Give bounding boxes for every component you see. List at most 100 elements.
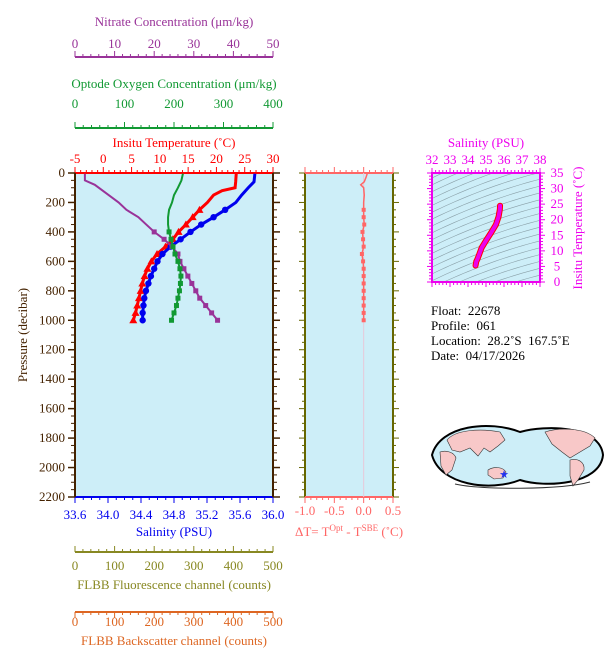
fluorescence-axis-tick-label: 100 bbox=[105, 558, 125, 573]
temperature-marker bbox=[134, 294, 143, 302]
ts-density-contour bbox=[432, 192, 540, 234]
pressure-axis-tick-label: 400 bbox=[46, 224, 66, 239]
salinity-marker bbox=[154, 258, 161, 265]
temperature-axis-tick-label: 0 bbox=[100, 151, 107, 166]
salinity-axis-tick-label: 33.6 bbox=[64, 507, 87, 522]
temperature-marker bbox=[143, 264, 152, 272]
fluorescence-axis-title: FLBB Fluorescence channel (counts) bbox=[77, 577, 271, 592]
delta-t-marker bbox=[361, 259, 366, 264]
ts-density-contour bbox=[432, 240, 540, 282]
ts-y-tick-label: 20 bbox=[551, 212, 564, 227]
delta-t-marker bbox=[361, 207, 366, 212]
salinity-marker bbox=[145, 280, 152, 287]
salinity-marker bbox=[187, 228, 194, 236]
salinity-marker bbox=[141, 294, 148, 302]
delta-t-tick-label: -1.0 bbox=[295, 503, 316, 518]
backscatter-axis-title: FLBB Backscatter channel (counts) bbox=[81, 633, 267, 648]
fluorescence-axis-tick-label: 400 bbox=[224, 558, 244, 573]
temperature-marker bbox=[188, 213, 197, 221]
salinity-axis-tick-label: 34.0 bbox=[97, 507, 120, 522]
ts-x-tick-label: 36 bbox=[498, 152, 512, 167]
fluorescence-axis-tick-label: 500 bbox=[263, 558, 283, 573]
ts-density-contour bbox=[432, 178, 540, 220]
temperature-marker bbox=[138, 279, 147, 287]
ts-y-tick-label: 25 bbox=[551, 196, 564, 211]
salinity-marker bbox=[177, 236, 184, 243]
nitrate-axis-tick-label: 20 bbox=[148, 36, 161, 51]
nitrate-axis-title: Nitrate Concentration (μm/kg) bbox=[95, 14, 254, 29]
delta-t-title-part: Opt bbox=[330, 523, 344, 533]
temperature-marker bbox=[195, 205, 204, 213]
delta-t-axis-title: ΔT= TOpt - TSBE (˚C) bbox=[295, 523, 403, 539]
oxygen-marker bbox=[171, 310, 177, 316]
salinity-axis-tick-label: 34.8 bbox=[163, 507, 186, 522]
map-land-australia bbox=[487, 467, 507, 480]
temperature-axis-tick-label: 30 bbox=[267, 151, 280, 166]
float-location-star-icon: ★ bbox=[499, 469, 509, 481]
delta-t-marker bbox=[361, 215, 366, 220]
delta-t-plot-area bbox=[305, 173, 393, 497]
oxygen-marker bbox=[175, 258, 181, 264]
nitrate-marker bbox=[193, 288, 199, 294]
ts-density-contour bbox=[432, 90, 540, 130]
fluorescence-axis-tick-label: 0 bbox=[72, 558, 79, 573]
nitrate-axis-tick-label: 40 bbox=[227, 36, 240, 51]
nitrate-marker bbox=[181, 266, 187, 272]
temperature-marker bbox=[153, 250, 162, 257]
oxygen-marker bbox=[173, 303, 179, 309]
delta-t-marker bbox=[361, 281, 366, 286]
ts-y-axis-title: Insitu Temperature (˚C) bbox=[570, 166, 585, 289]
ts-x-tick-label: 34 bbox=[462, 152, 476, 167]
nitrate-axis-tick-label: 30 bbox=[187, 36, 200, 51]
ts-density-contour bbox=[432, 185, 540, 227]
float-info: Float: 22678 Profile: 061 Location: 28.2… bbox=[431, 303, 570, 363]
ts-density-contour bbox=[432, 97, 540, 137]
delta-t-marker bbox=[359, 252, 364, 256]
pressure-axis-tick-label: 1000 bbox=[39, 312, 65, 327]
ts-y-tick-label: 10 bbox=[551, 243, 564, 258]
temperature-marker bbox=[129, 316, 138, 324]
salinity-marker bbox=[151, 265, 158, 272]
delta-t-marker bbox=[361, 303, 366, 308]
salinity-marker bbox=[140, 302, 147, 309]
oxygen-marker bbox=[177, 280, 183, 286]
oxygen-marker bbox=[175, 295, 181, 301]
ts-x-tick-label: 37 bbox=[516, 152, 530, 167]
backscatter-axis-tick-label: 300 bbox=[184, 614, 204, 629]
profile-plot-area bbox=[75, 173, 273, 497]
pressure-axis-tick-label: 1600 bbox=[39, 401, 65, 416]
salinity-marker bbox=[210, 213, 217, 221]
delta-t-tick-label: 0.5 bbox=[385, 503, 401, 518]
salinity-marker bbox=[147, 272, 155, 280]
ts-x-axis-title: Salinity (PSU) bbox=[448, 135, 524, 150]
salinity-marker bbox=[139, 309, 146, 317]
ts-x-tick-label: 33 bbox=[444, 152, 457, 167]
oxygen-marker bbox=[170, 244, 176, 250]
nitrate-marker bbox=[175, 251, 181, 257]
oxygen-marker bbox=[166, 229, 172, 235]
delta-t-marker bbox=[361, 318, 366, 323]
oxygen-axis-title: Optode Oxygen Concentration (μm/kg) bbox=[71, 76, 276, 91]
pressure-axis-tick-label: 0 bbox=[59, 165, 66, 180]
fluorescence-axis-tick-label: 300 bbox=[184, 558, 204, 573]
salinity-axis-title: Salinity (PSU) bbox=[136, 524, 212, 539]
temperature-marker bbox=[133, 301, 142, 309]
pressure-axis-title: Pressure (decibar) bbox=[15, 288, 30, 382]
oxygen-axis-tick-label: 0 bbox=[72, 96, 79, 111]
delta-t-marker bbox=[361, 237, 366, 242]
fluorescence-axis-tick-label: 200 bbox=[144, 558, 164, 573]
float-location: Location: 28.2˚S 167.5˚E bbox=[431, 333, 570, 348]
delta-t-marker bbox=[361, 244, 366, 249]
ts-density-contour bbox=[475, 261, 540, 282]
salinity-axis-tick-label: 35.6 bbox=[229, 507, 252, 522]
temperature-marker bbox=[181, 220, 190, 228]
delta-t-marker bbox=[361, 296, 366, 301]
map-land-africa bbox=[439, 450, 457, 476]
ts-y-tick-label: 5 bbox=[554, 258, 561, 273]
ts-x-tick-label: 32 bbox=[426, 152, 439, 167]
delta-t-marker bbox=[361, 288, 366, 293]
nitrate-marker bbox=[151, 229, 157, 235]
temperature-axis-tick-label: 15 bbox=[182, 151, 195, 166]
backscatter-axis-tick-label: 0 bbox=[72, 614, 79, 629]
